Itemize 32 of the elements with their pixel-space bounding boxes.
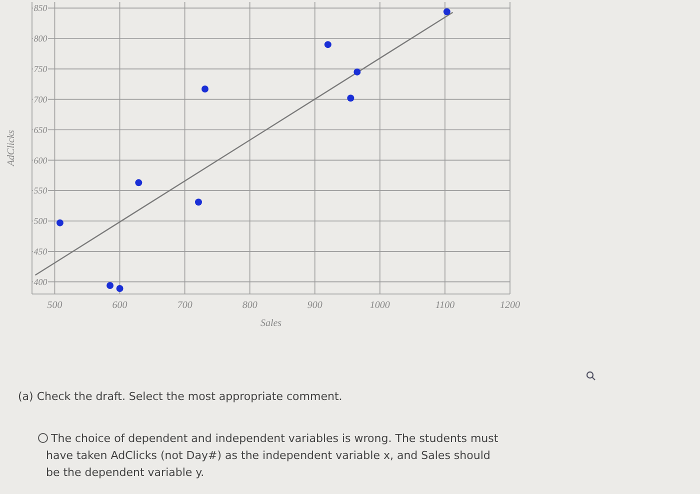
point [354,68,361,76]
y-tick-label: 800 [34,34,48,44]
y-tick-label: 500 [34,216,48,226]
y-tick-label: 850 [34,3,48,14]
y-tick-label: 450 [34,246,48,257]
point [106,282,114,289]
x-tick-label: 1000 [370,300,390,311]
point [443,8,450,16]
x-tick-label: 500 [47,300,62,311]
point [135,179,142,186]
x-tick-label: 700 [177,300,192,311]
y-tick-label: 750 [34,64,48,74]
point [56,219,64,226]
x-axis-title: Sales [260,318,282,329]
x-tick-label: 800 [242,300,258,311]
y-tick-label: 400 [34,276,48,287]
x-tick-label: 1200 [500,300,520,311]
y-tick-label: 600 [34,155,48,166]
x-tick-label: 900 [307,300,322,311]
point [347,94,354,102]
y-axis-title: AdClicks [6,130,17,168]
y-tick-label: 550 [34,186,48,196]
text: The choice of dependent and independent variables is wrong. The students must have taken AdClicks (not Day#) as the independent variable x, and Sales should be the dependent variable y. [46,432,499,479]
point [116,285,124,292]
y-tick-label: 650 [34,124,48,135]
point [201,85,208,92]
text: (a) Check the draft. Select the most appropriate comment. [18,390,342,403]
point [324,41,332,48]
x-tick-label: 1100 [435,300,455,311]
x-tick-label: 600 [112,300,128,311]
y-tick-label: 700 [34,94,48,104]
point [194,198,202,206]
